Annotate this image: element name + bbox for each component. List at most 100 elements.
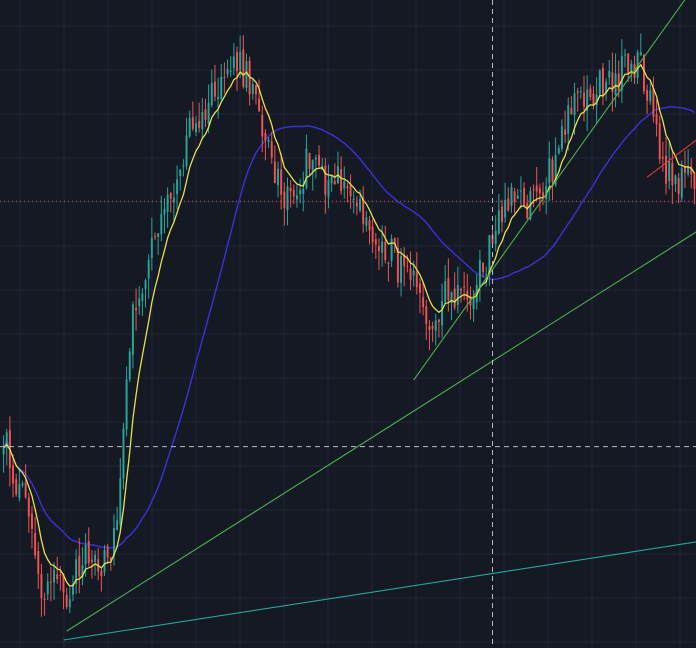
candle-body [624, 54, 627, 56]
candle-body [40, 573, 43, 599]
candle-body [43, 598, 46, 600]
candle-body [12, 465, 15, 484]
candle-body [447, 278, 450, 301]
candle-body [690, 166, 693, 175]
candle-body [245, 61, 248, 89]
candle-body [226, 69, 229, 75]
candle-body [620, 55, 623, 91]
candle-body [84, 544, 87, 565]
trendline-3[interactable] [63, 541, 696, 641]
candle-body [649, 90, 652, 102]
ema-line [3, 63, 695, 587]
candle-body [415, 272, 418, 288]
candle-body [463, 286, 466, 288]
candle-body [106, 546, 109, 558]
candle-body [617, 73, 620, 91]
candle-body [605, 81, 608, 94]
candle-body [406, 265, 409, 267]
candle-body [444, 281, 447, 303]
candle-body [277, 168, 280, 185]
candle-body [311, 160, 314, 171]
candle-body [687, 166, 690, 175]
fast-moving-average [3, 63, 695, 587]
candle-body [71, 584, 74, 595]
candle-body [138, 298, 141, 307]
candle-body [182, 165, 185, 167]
candle-body [242, 49, 245, 87]
candle-body [601, 67, 604, 97]
candle-body [286, 186, 289, 210]
candle-body [195, 123, 197, 133]
candle-body [390, 238, 393, 261]
candle-body [49, 581, 52, 583]
candle-body [172, 197, 175, 203]
candle-body [627, 53, 630, 74]
candle-body [507, 198, 510, 211]
candle-body [144, 280, 147, 289]
candle-body [109, 557, 112, 561]
candle-body [655, 114, 658, 125]
candle-body [608, 71, 611, 78]
candle-body [258, 98, 261, 112]
candle-body [482, 262, 485, 273]
candle-body [261, 114, 264, 137]
candle-body [381, 241, 384, 253]
candle-body [352, 198, 355, 200]
candle-body [355, 202, 358, 207]
candle-body [362, 197, 365, 225]
candle-body [526, 203, 529, 219]
candle-body [188, 117, 191, 137]
candle-body [24, 482, 27, 498]
candle-body [532, 188, 535, 190]
candle-body [81, 565, 84, 579]
candle-body [318, 154, 321, 166]
candle-body [652, 88, 655, 117]
candle-body [273, 161, 276, 184]
candle-body [343, 181, 346, 189]
trendline-4[interactable] [646, 139, 696, 178]
candle-body [683, 166, 686, 173]
candle-body [548, 158, 551, 184]
candle-body [254, 85, 257, 95]
candle-body [141, 293, 144, 301]
candle-body [485, 274, 488, 276]
candle-body [223, 77, 226, 79]
candle-body [128, 351, 131, 380]
candle-body [314, 157, 317, 160]
candle-body [302, 188, 305, 194]
candle-body [680, 168, 683, 198]
trendline-2[interactable] [413, 0, 686, 381]
candle-body [264, 133, 267, 141]
candle-body [308, 153, 311, 169]
candle-body [551, 159, 554, 182]
candle-body [2, 447, 5, 455]
candle-body [516, 195, 519, 199]
candle-body [166, 194, 169, 212]
candle-body [37, 550, 40, 574]
candle-body [113, 527, 115, 557]
candle-body [661, 156, 664, 159]
trendline-1[interactable] [66, 231, 696, 632]
candle-body [658, 123, 661, 160]
candle-body [46, 581, 49, 595]
candle-body [295, 195, 298, 200]
candle-body [56, 574, 59, 580]
candle-body [598, 70, 601, 95]
candle-body [368, 220, 371, 231]
candle-body [693, 172, 696, 189]
candle-body [365, 217, 368, 226]
trendlines[interactable] [63, 0, 696, 641]
candle-body [147, 259, 150, 279]
candle-body [53, 569, 56, 583]
candle-body [346, 186, 349, 188]
candle-body [18, 483, 21, 499]
candle-body [523, 188, 526, 206]
candle-body [665, 155, 668, 184]
candle-body [560, 126, 563, 149]
candle-body [21, 483, 24, 486]
candle-body [75, 559, 78, 584]
